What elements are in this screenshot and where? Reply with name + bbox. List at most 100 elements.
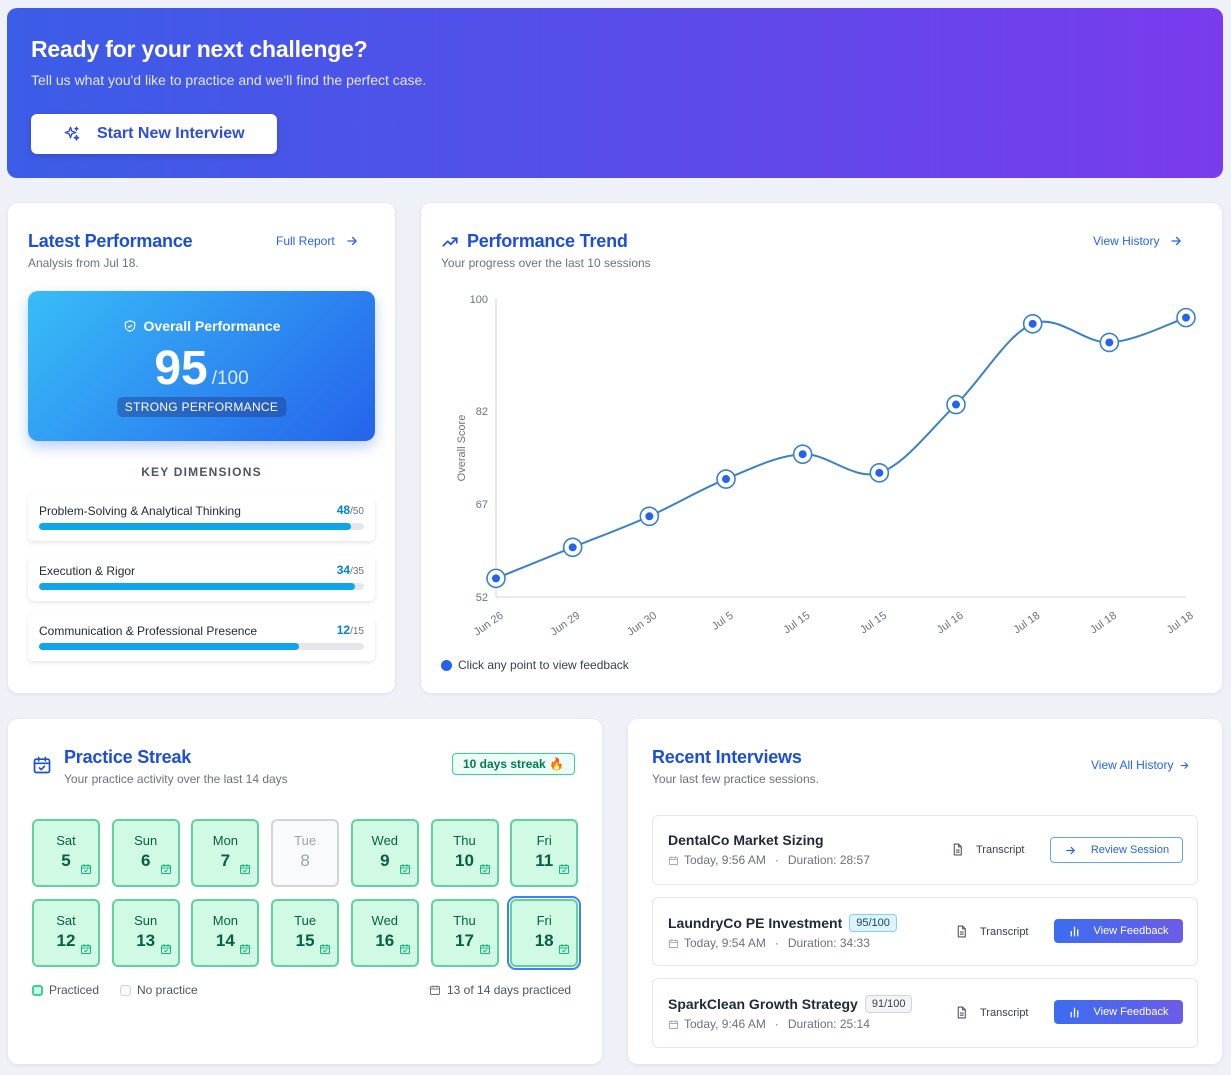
overall-score-max: /100	[211, 368, 249, 389]
day-name: Sun	[134, 833, 158, 848]
meta-separator: ·	[774, 853, 779, 867]
overall-performance-heading: Overall Performance	[28, 318, 375, 334]
x-tick-label: Jul 18	[1165, 610, 1196, 637]
x-tick-label: Jun 26	[472, 610, 506, 639]
dimension-progress-fill	[39, 523, 351, 530]
y-tick-label: 52	[476, 592, 488, 604]
x-tick-label: Jun 29	[548, 610, 582, 639]
x-tick-label: Jul 15	[858, 610, 889, 637]
latest-performance-title: Latest Performance	[28, 231, 193, 251]
dimension-score: 34/35	[337, 563, 364, 577]
day-name: Sat	[56, 913, 76, 928]
dimension-progress-track	[39, 643, 364, 650]
day-number: 6	[140, 851, 151, 870]
legend-practiced-label: Practiced	[49, 983, 100, 997]
review-session-label: Review Session	[1090, 844, 1170, 856]
arrow-right-icon	[1181, 761, 1189, 769]
day-number: 9	[380, 851, 390, 870]
transcript-label: Transcript	[976, 843, 1025, 856]
x-tick-label: Jul 18	[1011, 610, 1042, 637]
streak-day: Sat 12	[32, 899, 100, 967]
streak-day: Tue 15	[271, 899, 340, 967]
transcript-link[interactable]: Transcript	[955, 924, 1029, 939]
calendar-icon	[668, 855, 679, 865]
interview-item[interactable]: SparkClean Growth Strategy 91/100 Today,…	[652, 978, 1198, 1048]
streak-day: Mon 7	[191, 819, 260, 887]
interview-item[interactable]: LaundryCo PE Investment 95/100 Today, 9:…	[652, 897, 1198, 966]
recent-interviews-card: Recent Interviews Your last few practice…	[628, 719, 1222, 1064]
document-icon	[957, 1006, 966, 1019]
view-feedback-button[interactable]: View Feedback	[1054, 1000, 1183, 1024]
view-feedback-button[interactable]: View Feedback	[1054, 919, 1183, 943]
performance-trend-subtitle: Your progress over the last 10 sessions	[441, 256, 651, 270]
day-number: 18	[534, 931, 554, 950]
bar-chart-icon	[1071, 926, 1079, 936]
y-tick-label: 100	[470, 294, 488, 306]
streak-day: Fri 11	[510, 819, 579, 887]
interview-item[interactable]: DentalCo Market Sizing Today, 9:56 AM · …	[652, 815, 1198, 885]
day-number: 11	[535, 851, 554, 870]
dimension-progress-fill	[39, 643, 299, 650]
day-number: 13	[136, 931, 156, 950]
x-tick-label: Jul 18	[1088, 610, 1119, 637]
full-report-link[interactable]: Full Report	[276, 234, 359, 248]
data-point	[722, 475, 730, 484]
transcript-label: Transcript	[980, 925, 1029, 938]
interview-title-row: SparkClean Growth Strategy 91/100	[668, 995, 913, 1013]
dimension-progress-fill	[39, 583, 355, 590]
view-history-link[interactable]: View History	[1093, 234, 1183, 248]
day-name: Wed	[371, 833, 399, 848]
streak-day: Sun 13	[111, 899, 180, 967]
x-tick-label: Jul 5	[710, 610, 736, 633]
interview-duration: Duration: 34:33	[787, 936, 870, 950]
calendar-icon	[668, 1019, 679, 1029]
day-number: 14	[215, 931, 235, 950]
data-point	[492, 574, 500, 583]
hero-banner: Ready for your next challenge? Tell us w…	[7, 8, 1223, 178]
dimension-score-max: /35	[350, 566, 364, 577]
arrow-right-icon	[346, 236, 357, 246]
streak-day: Thu 17	[430, 899, 499, 967]
practice-summary-label: 13 of 14 days practiced	[447, 983, 572, 997]
review-session-button[interactable]: Review Session	[1050, 837, 1183, 863]
calendar-check-icon	[399, 862, 411, 880]
interview-time: Today, 9:54 AM	[684, 936, 766, 950]
dimension-score: 12/15	[337, 623, 364, 637]
x-tick-label: Jun 30	[625, 610, 659, 639]
dimension-score-value: 12	[336, 623, 351, 637]
overall-performance-label: Overall Performance	[143, 318, 281, 334]
streak-day: Tue 8	[271, 819, 340, 887]
interview-title: LaundryCo PE Investment	[668, 915, 843, 931]
dimension-name: Communication & Professional Presence	[39, 624, 258, 638]
sparkles-icon	[64, 126, 80, 141]
calendar-check-icon	[160, 942, 172, 960]
dimension-progress-track	[39, 523, 364, 530]
y-tick-label: 67	[476, 499, 488, 511]
streak-day: Thu 10	[430, 819, 499, 887]
day-number: 17	[455, 931, 474, 950]
data-point-legend-dot	[441, 659, 452, 671]
latest-performance-subtitle: Analysis from Jul 18.	[28, 256, 139, 270]
y-tick-label: 82	[476, 406, 488, 418]
data-point	[1182, 313, 1190, 322]
day-name: Mon	[212, 833, 239, 848]
overall-performance-panel: Overall Performance 95 /100 STRONG PERFO…	[28, 291, 375, 441]
view-all-history-link[interactable]: View All History	[1091, 758, 1190, 772]
latest-performance-card: Latest Performance Analysis from Jul 18.…	[8, 203, 395, 693]
practice-streak-subtitle: Your practice activity over the last 14 …	[64, 772, 288, 786]
performance-level-badge: STRONG PERFORMANCE	[116, 397, 287, 417]
document-icon	[953, 843, 962, 856]
calendar-icon	[668, 938, 679, 948]
day-number: 5	[61, 851, 71, 870]
data-point	[568, 543, 577, 552]
interview-title: DentalCo Market Sizing	[668, 832, 824, 848]
transcript-link[interactable]: Transcript	[955, 1005, 1029, 1020]
calendar-check-icon	[558, 862, 570, 880]
start-new-interview-button[interactable]: Start New Interview	[31, 114, 277, 154]
day-name: Mon	[212, 913, 239, 928]
performance-trend-title: Performance Trend	[467, 231, 628, 251]
dimension-name: Problem-Solving & Analytical Thinking	[39, 504, 241, 518]
practiced-swatch	[32, 984, 43, 996]
day-number: 16	[375, 931, 395, 950]
transcript-link[interactable]: Transcript	[951, 842, 1025, 857]
